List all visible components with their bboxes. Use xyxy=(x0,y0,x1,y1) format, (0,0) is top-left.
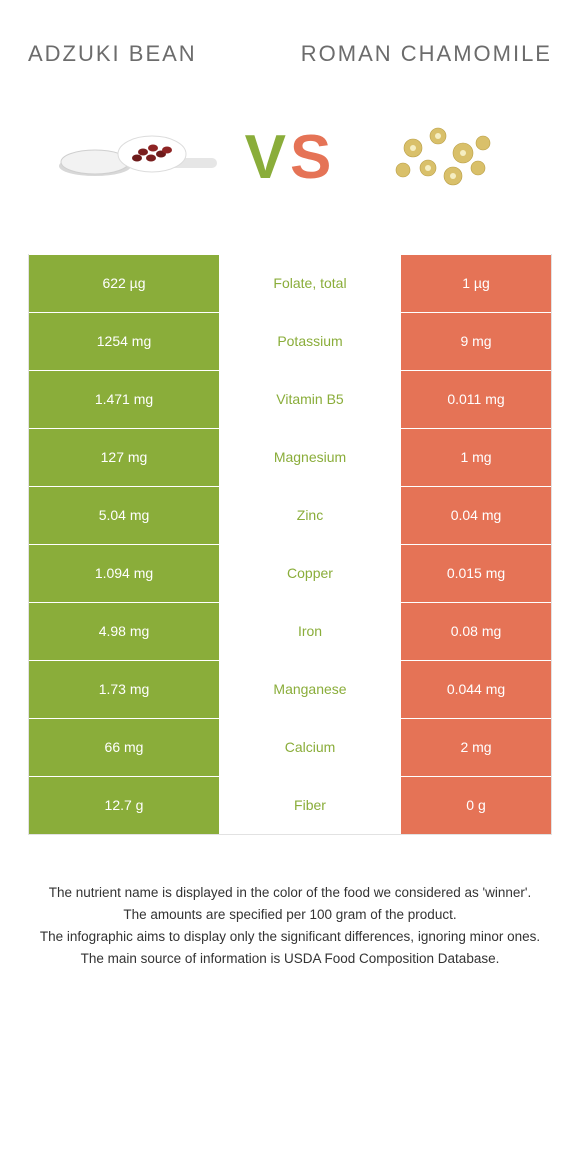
left-value: 127 mg xyxy=(29,429,219,486)
table-row: 5.04 mgZinc0.04 mg xyxy=(29,486,551,544)
left-value: 4.98 mg xyxy=(29,603,219,660)
nutrient-label: Potassium xyxy=(219,313,401,370)
right-value: 0.015 mg xyxy=(401,545,551,602)
left-food-image xyxy=(57,98,227,218)
right-value: 0 g xyxy=(401,777,551,834)
nutrient-label: Copper xyxy=(219,545,401,602)
right-value: 0.044 mg xyxy=(401,661,551,718)
chamomile-illustration xyxy=(353,98,523,218)
adzuki-bean-illustration xyxy=(57,118,227,198)
table-row: 622 µgFolate, total1 µg xyxy=(29,254,551,312)
left-value: 12.7 g xyxy=(29,777,219,834)
footnotes: The nutrient name is displayed in the co… xyxy=(28,883,552,970)
left-food-title: Adzuki bean xyxy=(28,40,280,68)
nutrient-label: Folate, total xyxy=(219,255,401,312)
nutrient-table: 622 µgFolate, total1 µg1254 mgPotassium9… xyxy=(28,254,552,835)
vs-s-letter: S xyxy=(290,123,335,192)
table-row: 1254 mgPotassium9 mg xyxy=(29,312,551,370)
footnote-line: The main source of information is USDA F… xyxy=(32,949,548,969)
right-value: 0.04 mg xyxy=(401,487,551,544)
right-food-image xyxy=(353,98,523,218)
right-value: 0.011 mg xyxy=(401,371,551,428)
vs-v-letter: V xyxy=(245,123,290,192)
nutrient-label: Iron xyxy=(219,603,401,660)
nutrient-label: Zinc xyxy=(219,487,401,544)
left-value: 1.094 mg xyxy=(29,545,219,602)
nutrient-label: Manganese xyxy=(219,661,401,718)
nutrient-label: Magnesium xyxy=(219,429,401,486)
nutrient-label: Calcium xyxy=(219,719,401,776)
right-value: 1 µg xyxy=(401,255,551,312)
right-value: 9 mg xyxy=(401,313,551,370)
vs-row: VS xyxy=(28,98,552,218)
table-row: 4.98 mgIron0.08 mg xyxy=(29,602,551,660)
table-row: 66 mgCalcium2 mg xyxy=(29,718,551,776)
right-value: 0.08 mg xyxy=(401,603,551,660)
right-value: 1 mg xyxy=(401,429,551,486)
right-value: 2 mg xyxy=(401,719,551,776)
nutrient-label: Vitamin B5 xyxy=(219,371,401,428)
left-value: 1.73 mg xyxy=(29,661,219,718)
table-row: 12.7 gFiber0 g xyxy=(29,776,551,834)
vs-label: VS xyxy=(245,127,336,189)
footnote-line: The nutrient name is displayed in the co… xyxy=(32,883,548,903)
comparison-infographic: Adzuki bean Roman chamomile VS xyxy=(0,0,580,992)
left-value: 66 mg xyxy=(29,719,219,776)
left-value: 622 µg xyxy=(29,255,219,312)
left-value: 1254 mg xyxy=(29,313,219,370)
left-value: 5.04 mg xyxy=(29,487,219,544)
nutrient-label: Fiber xyxy=(219,777,401,834)
footnote-line: The infographic aims to display only the… xyxy=(32,927,548,947)
left-value: 1.471 mg xyxy=(29,371,219,428)
footnote-line: The amounts are specified per 100 gram o… xyxy=(32,905,548,925)
header-row: Adzuki bean Roman chamomile xyxy=(28,40,552,68)
table-row: 1.471 mgVitamin B50.011 mg xyxy=(29,370,551,428)
right-food-title: Roman chamomile xyxy=(300,40,552,68)
table-row: 1.73 mgManganese0.044 mg xyxy=(29,660,551,718)
table-row: 127 mgMagnesium1 mg xyxy=(29,428,551,486)
table-row: 1.094 mgCopper0.015 mg xyxy=(29,544,551,602)
